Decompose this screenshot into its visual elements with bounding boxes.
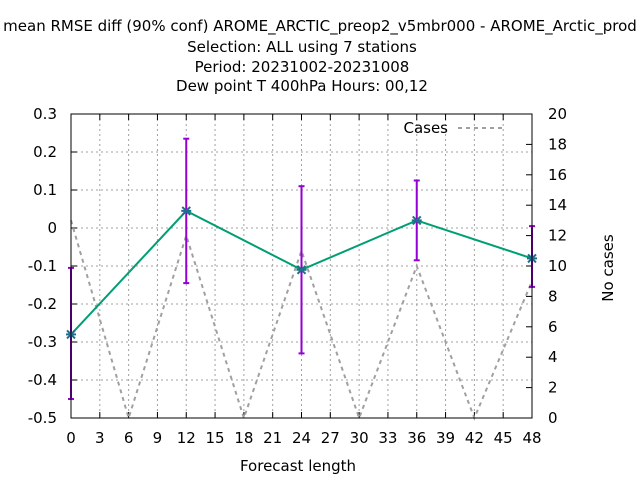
- legend-label-cases: Cases: [403, 119, 448, 137]
- data-point: [411, 215, 422, 226]
- y-axis-ticks: 0.3 0.2 0.1 0 -0.1 -0.2 -0.3 -0.4 -0.5: [28, 105, 77, 427]
- x-tick-label: 15: [206, 429, 225, 447]
- y-tick-label: 0.2: [33, 143, 57, 161]
- y2-tick-label: 4: [548, 348, 558, 366]
- x-tick-label: 12: [177, 429, 196, 447]
- data-point: [181, 206, 192, 216]
- chart-title: mean RMSE diff (90% conf) AROME_ARCTIC_p…: [3, 17, 637, 95]
- x-tick-label: 6: [124, 429, 134, 447]
- y-tick-label: -0.1: [28, 257, 57, 275]
- title-line-4: Dew point T 400hPa Hours: 00,12: [176, 77, 428, 95]
- y2-tick-label: 2: [548, 379, 558, 397]
- plot-frame: [70, 113, 533, 419]
- x-tick-label: 18: [234, 429, 253, 447]
- x-tick-label: 42: [465, 429, 484, 447]
- x-tick-label: 33: [378, 429, 397, 447]
- x-axis-label: Forecast length: [240, 457, 356, 475]
- x-tick-label: 9: [153, 429, 163, 447]
- x-tick-label: 0: [66, 429, 76, 447]
- title-line-3: Period: 20231002-20231008: [195, 58, 410, 76]
- y2-tick-label: 18: [548, 135, 567, 153]
- y-tick-label: -0.2: [28, 295, 57, 313]
- x-axis-ticks: 0 3 6 9 12 15 18 21 24 27 30 33 36 39 42 45 48: [66, 114, 542, 447]
- y-tick-label: -0.3: [28, 333, 57, 351]
- y2-tick-label: 10: [548, 257, 567, 275]
- rmse-diff-series: [66, 206, 537, 340]
- x-tick-label: 30: [350, 429, 369, 447]
- title-line-1: mean RMSE diff (90% conf) AROME_ARCTIC_p…: [3, 17, 637, 36]
- y-tick-label: 0: [47, 219, 57, 237]
- x-tick-label: 27: [321, 429, 340, 447]
- y-tick-label: -0.4: [28, 371, 57, 389]
- y2-tick-label: 14: [548, 196, 567, 214]
- x-tick-label: 3: [95, 429, 105, 447]
- y2-axis-label: No cases: [599, 234, 617, 302]
- x-tick-label: 21: [263, 429, 282, 447]
- data-point: [296, 265, 307, 275]
- x-tick-label: 45: [494, 429, 513, 447]
- y2-tick-label: 0: [548, 409, 558, 427]
- y-tick-label: 0.3: [33, 105, 57, 123]
- x-tick-label: 48: [522, 429, 541, 447]
- y2-tick-label: 20: [548, 105, 567, 123]
- y2-tick-label: 6: [548, 318, 558, 336]
- legend: Cases: [403, 119, 505, 137]
- y-tick-label: -0.5: [28, 409, 57, 427]
- x-tick-label: 39: [436, 429, 455, 447]
- x-tick-label: 24: [292, 429, 311, 447]
- y2-tick-label: 8: [548, 287, 558, 305]
- y-tick-label: 0.1: [33, 181, 57, 199]
- y2-tick-label: 12: [548, 227, 567, 245]
- y2-tick-label: 16: [548, 166, 567, 184]
- x-tick-label: 36: [407, 429, 426, 447]
- title-line-2: Selection: ALL using 7 stations: [187, 38, 417, 56]
